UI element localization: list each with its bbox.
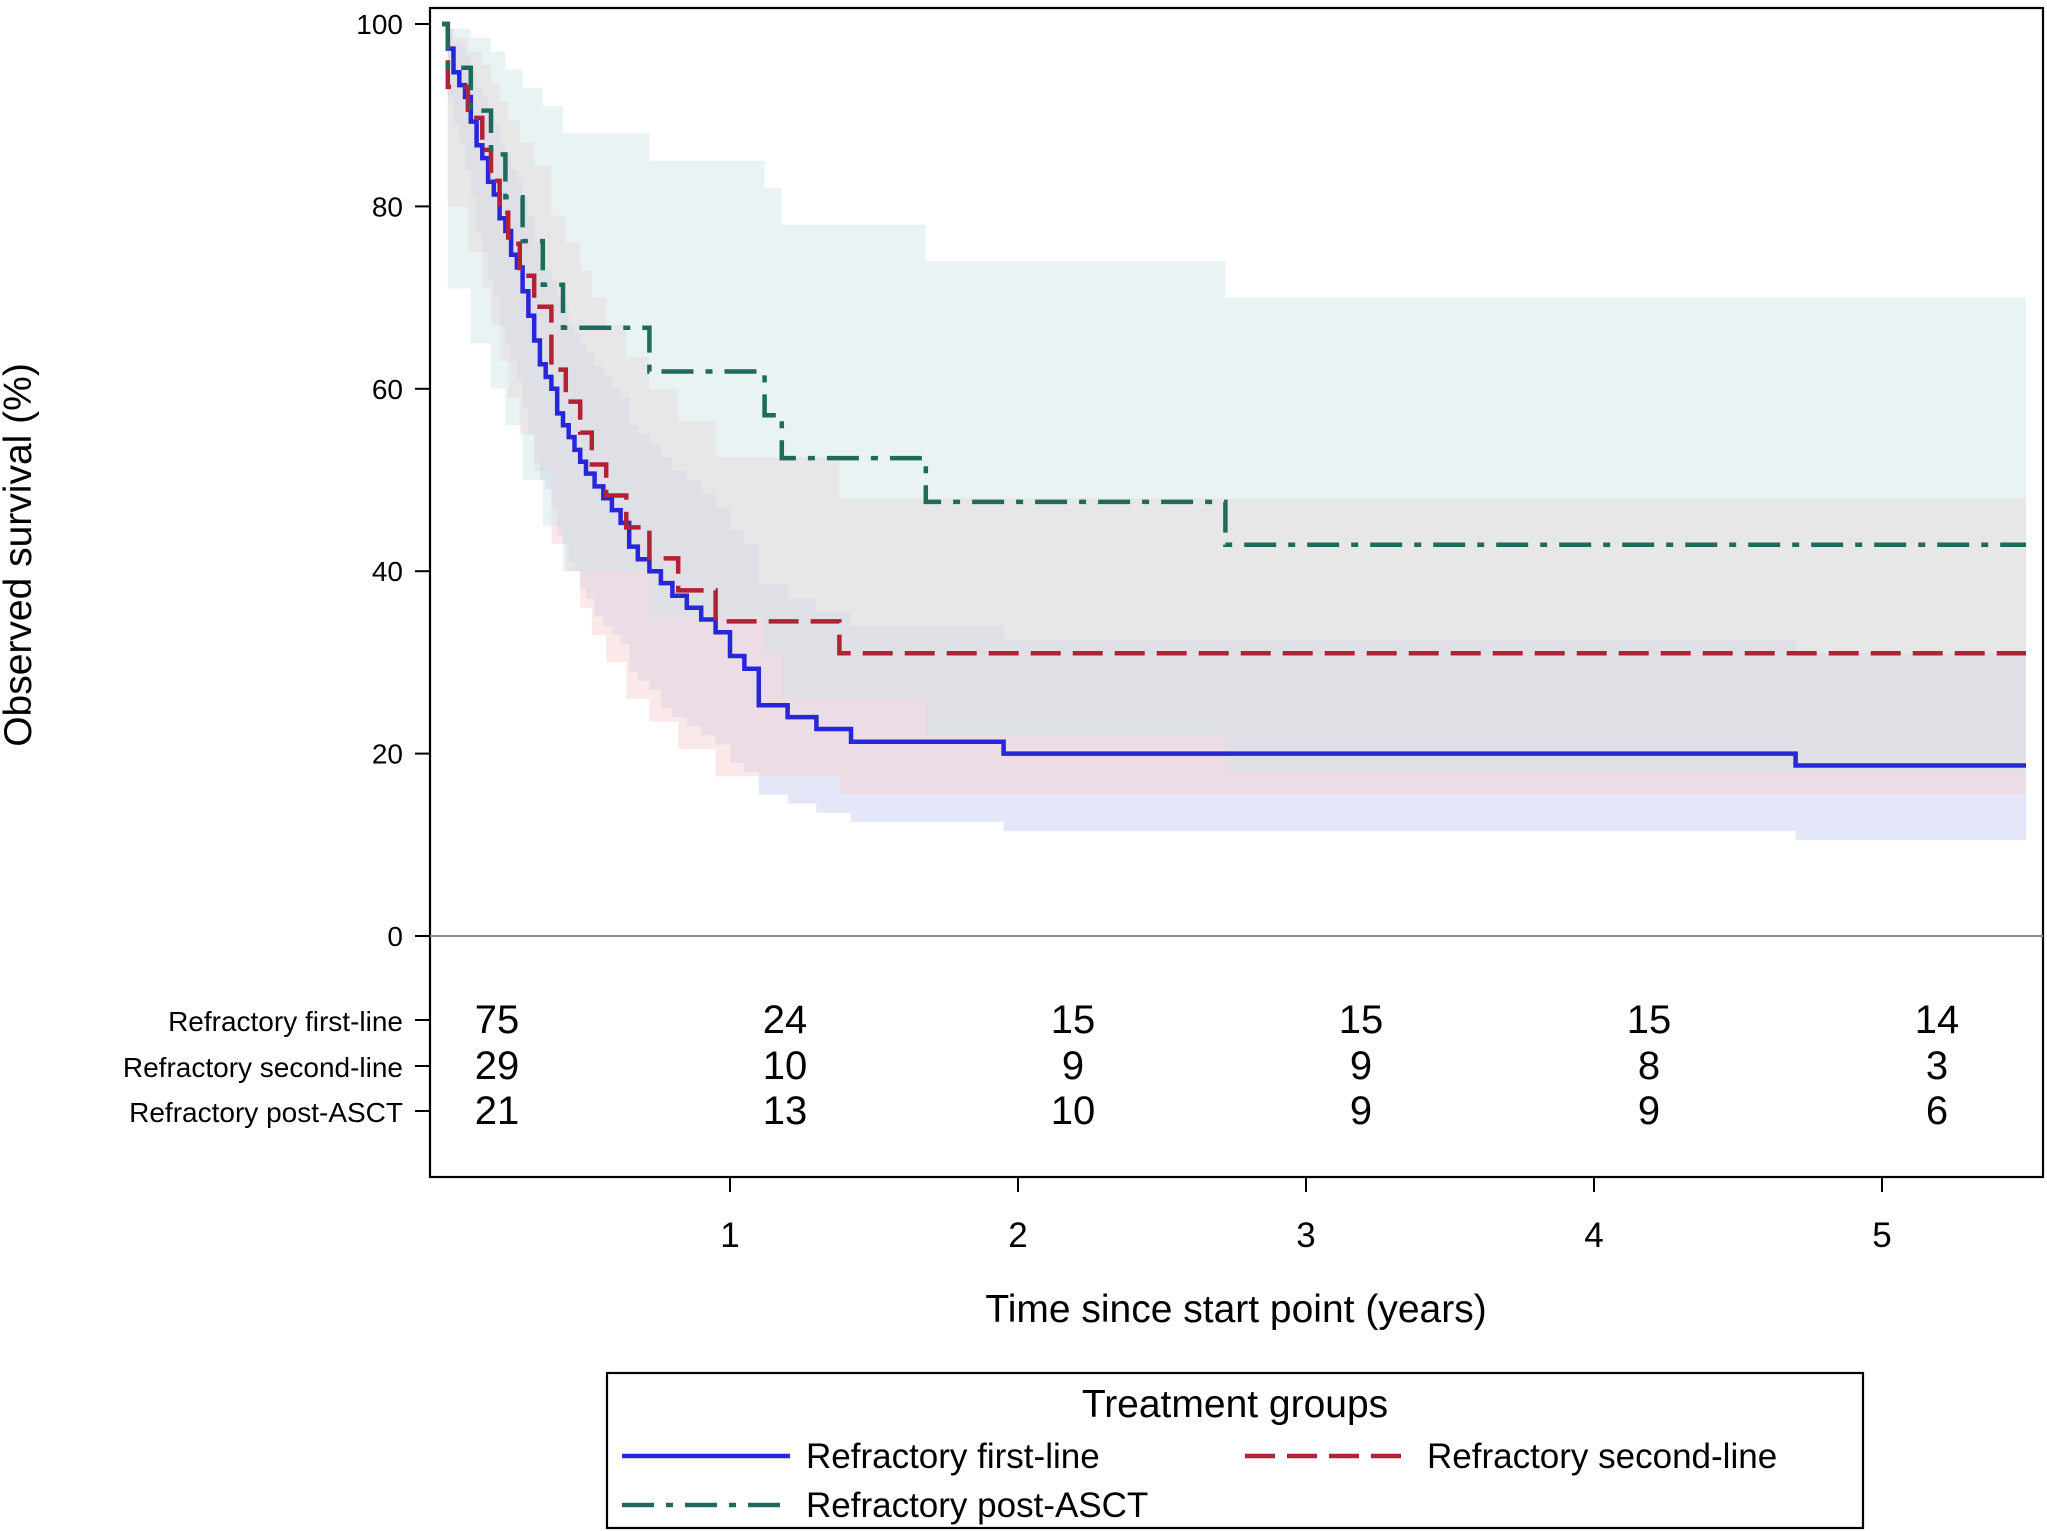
risk-count: 8 [1638, 1044, 1660, 1088]
risk-count: 9 [1350, 1044, 1372, 1088]
risk-row-label: Refractory second-line [123, 1052, 403, 1083]
risk-count: 21 [475, 1089, 520, 1133]
risk-count: 9 [1062, 1044, 1084, 1088]
risk-count: 9 [1638, 1089, 1660, 1133]
survival-curve-refractory-post-asct [442, 21, 2026, 548]
x-tick-label: 2 [1008, 1216, 1027, 1255]
risk-count: 10 [1051, 1089, 1096, 1133]
risk-count: 29 [475, 1044, 520, 1088]
legend: Treatment groups Refractory first-line R… [605, 1371, 1865, 1530]
ci-band-refractory-second-line [442, 24, 2026, 795]
y-axis: 0 20 40 60 80 100 [356, 9, 430, 952]
survival-curves [442, 21, 2026, 768]
risk-count: 13 [763, 1089, 808, 1133]
legend-label-first-line: Refractory first-line [806, 1437, 1100, 1476]
risk-count: 15 [1627, 998, 1672, 1042]
x-tick-label: 1 [720, 1216, 739, 1255]
ci-band-refractory-post-asct [442, 24, 2026, 772]
risk-count: 15 [1051, 998, 1096, 1042]
legend-box [605, 1371, 1865, 1530]
plot-frame [428, 6, 2045, 1179]
legend-title: Treatment groups [1082, 1383, 1388, 1426]
risk-count: 24 [763, 998, 808, 1042]
y-tick-label: 60 [372, 374, 403, 405]
confidence-bands [442, 24, 2026, 841]
risk-count: 9 [1350, 1089, 1372, 1133]
risk-row-label: Refractory post-ASCT [129, 1097, 403, 1128]
y-tick-label: 0 [387, 921, 403, 952]
x-tick-label: 5 [1872, 1216, 1891, 1255]
x-tick-label: 4 [1584, 1216, 1603, 1255]
survival-curve-refractory-first-line [442, 21, 2026, 768]
risk-table: Refractory first-line 75 24 15 15 15 14 Refract… [123, 998, 1959, 1133]
y-tick-label: 40 [372, 556, 403, 587]
risk-count: 3 [1926, 1044, 1948, 1088]
risk-count: 6 [1926, 1089, 1948, 1133]
risk-count: 14 [1915, 998, 1960, 1042]
x-axis: 1 2 3 4 5 [720, 1177, 1892, 1255]
x-axis-label: Time since start point (years) [985, 1288, 1486, 1331]
y-tick-label: 100 [356, 9, 403, 40]
legend-label-second-line: Refractory second-line [1427, 1437, 1777, 1476]
risk-count: 75 [475, 998, 520, 1042]
risk-count: 15 [1339, 998, 1384, 1042]
y-tick-label: 80 [372, 191, 403, 222]
legend-label-post-asct: Refractory post-ASCT [806, 1486, 1148, 1525]
x-tick-label: 3 [1296, 1216, 1315, 1255]
risk-count: 10 [763, 1044, 808, 1088]
y-axis-label: Observed survival (%) [0, 363, 40, 747]
y-tick-label: 20 [372, 739, 403, 770]
risk-row-label: Refractory first-line [168, 1006, 403, 1037]
